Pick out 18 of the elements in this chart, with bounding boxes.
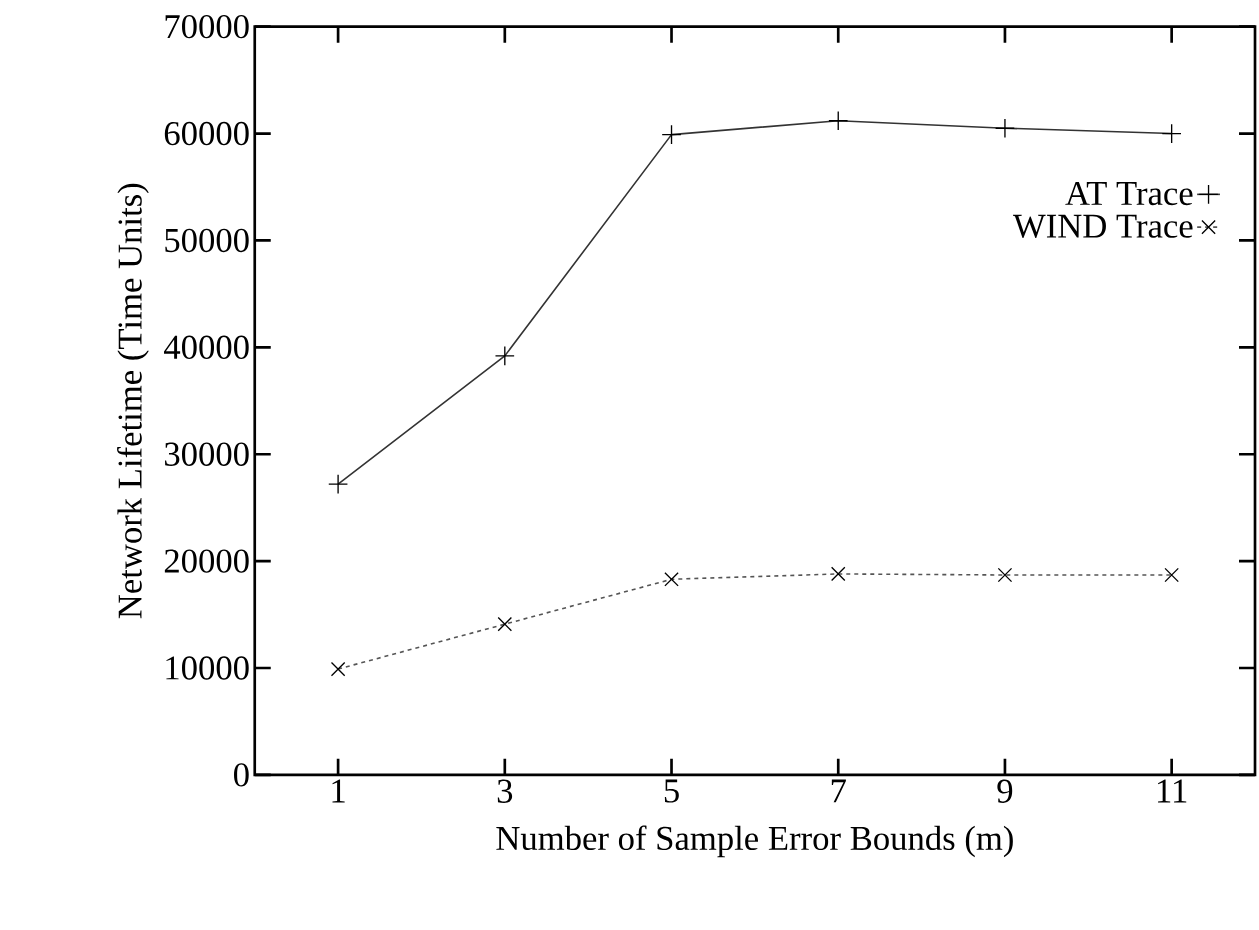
x-tick-label: 9 [997, 779, 1013, 804]
legend-label: AT Trace [1065, 182, 1193, 206]
legend-label: WIND Trace [1013, 215, 1193, 239]
y-tick-label: 20000 [164, 549, 249, 573]
y-axis-title: Network Lifetime (Time Units) [117, 184, 149, 619]
x-tick-label: 5 [664, 779, 679, 803]
y-tick-label: 10000 [166, 656, 249, 680]
x-tick-label: 7 [831, 779, 846, 803]
x-tick-label: 11 [1158, 779, 1187, 803]
x-tick-label: 3 [497, 779, 513, 804]
y-tick-label: 30000 [164, 442, 249, 467]
x-tick-label: 1 [332, 779, 345, 803]
y-tick-label: 0 [234, 763, 249, 787]
y-tick-label: 70000 [165, 15, 249, 39]
x-axis-title: Number of Sample Error Bounds (m) [496, 825, 1013, 858]
y-tick-label: 40000 [164, 335, 249, 360]
y-tick-label: 60000 [164, 122, 249, 146]
y-tick-label: 50000 [165, 228, 249, 253]
